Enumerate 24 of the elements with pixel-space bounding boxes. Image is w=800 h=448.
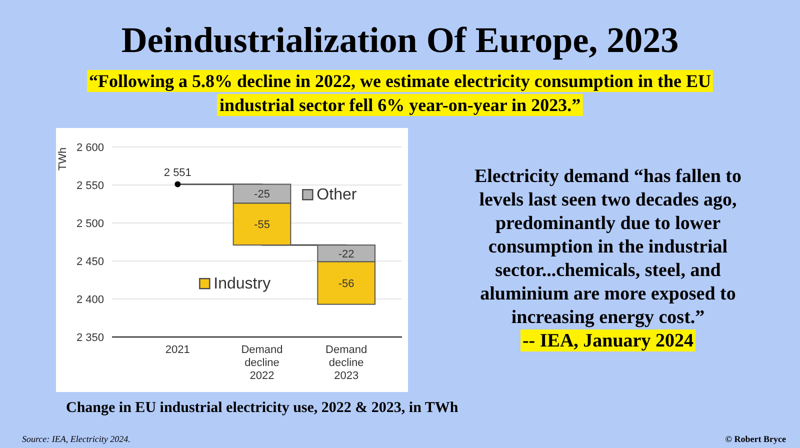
y-tick-label: 2 600 [76,142,104,154]
x-tick-label: Demand decline 2023 [326,344,368,382]
x-tick-label: 2021 [165,344,190,356]
text: Electricity demand “has fallen to levels last seen two decades ago, predominantly due to lower consumption in the industrial sector...chemicals, steel, and aluminium are more exposed to increasing energy cost.” [474,166,742,328]
chart-subtitle: “Following a 5.8% decline in 2022, we estimate electricity consumption in the EU industrial sector fell 6% year-on-year in 2023.” [89,71,711,115]
legend-label: Industry [214,276,271,293]
text: Change in EU industrial electricity use, 2022 & 2023, in TWh [66,400,459,416]
data-label: -56 [338,278,354,290]
text: © Robert Bryce [725,434,786,444]
y-tick-label: 2 500 [76,218,104,230]
source-note: Source: IEA, Electricity 2024. [22,434,130,444]
text: -- IEA, January 2024 [522,330,694,352]
y-tick-label: 2 400 [76,294,104,306]
data-label: -22 [338,248,354,260]
x-tick-label: Demand decline 2022 [241,344,283,382]
data-label: -25 [254,188,270,201]
chart-title: Deindustrialization Of Europe, 2023 [121,20,679,60]
legend-label: Other [316,186,358,204]
y-tick-label: 2 550 [76,180,104,192]
y-tick-label: 2 350 [76,332,104,344]
data-label: 2 551 [164,167,192,180]
y-axis-title: TWh [57,147,69,171]
y-tick-label: 2 450 [76,256,104,268]
data-label: -55 [254,219,270,232]
